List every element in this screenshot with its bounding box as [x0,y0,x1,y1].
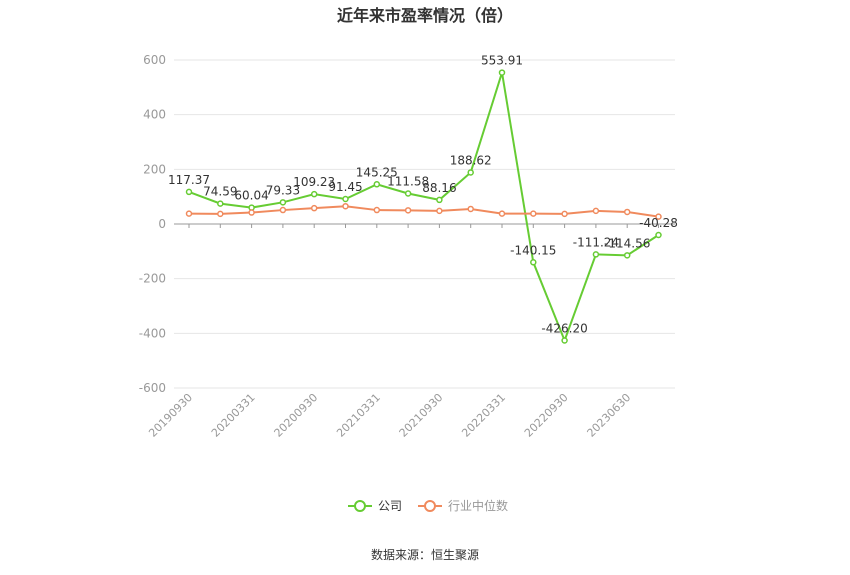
industry-median-point [436,207,443,215]
industry-median-point [530,210,537,217]
company-point [467,169,474,176]
series-group [185,69,662,344]
x-tick-label: 20230630 [585,391,634,440]
x-tick-label: 20210930 [397,391,446,440]
company-point [404,190,412,197]
legend-label: 公司 [378,499,402,513]
y-axis: 600 400 200 0 -200 -400 -600 [139,53,166,395]
company-series-line [188,72,660,344]
x-tick-label: 20190930 [146,391,195,440]
company-point [217,200,224,207]
y-tick-label: -400 [139,326,166,340]
legend-label: 行业中位数 [448,498,508,513]
y-tick-label: 400 [143,108,166,122]
company-point [185,188,193,196]
industry-median-point [467,205,474,213]
y-tick-label: 600 [143,53,166,67]
industry-median-point [342,202,349,210]
data-label: -426.20 [541,321,587,335]
company-point [310,190,318,198]
company-point [592,251,600,258]
data-label: 553.91 [481,54,523,68]
data-label: -111.24 [573,235,619,249]
data-label: 60.04 [234,189,268,203]
data-label: 111.58 [387,175,429,189]
industry-median-point [185,210,193,217]
legend-marker [424,500,436,512]
data-label: 117.37 [168,173,210,187]
industry-median-point [592,207,600,215]
company-point [655,231,662,239]
industry-median-point [310,204,318,212]
company-point [436,196,443,204]
y-tick-label: 0 [158,217,166,231]
x-tick-label: 20200930 [272,391,321,440]
industry-median-point [373,206,381,214]
data-label: 79.33 [266,183,300,197]
industry-median-point [498,210,506,217]
x-tick-label: 20220331 [459,391,508,440]
industry-median-point [655,213,662,220]
x-tick-label: 20220930 [522,391,571,440]
data-label: 88.16 [422,181,456,195]
y-tick-label: 200 [143,162,166,176]
industry-median-point [623,208,631,216]
legend-marker [354,500,366,512]
industry-median-point [561,210,568,218]
industry-median-point [279,206,287,214]
data-label: 91.45 [328,180,362,194]
industry-median-point [404,207,412,214]
data-labels: 117.3774.5960.0479.33109.2391.45145.2511… [168,54,678,336]
data-label: -114.56 [604,236,650,250]
company-point [279,199,287,206]
grid-lines [174,59,675,389]
company-point [623,252,631,259]
industry-median-series-line [188,205,659,218]
x-tick-label: 20200331 [209,391,258,440]
company-point [498,69,506,76]
industry-median-point [248,209,255,216]
y-tick-label: -200 [139,272,166,286]
data-label: -40.28 [639,216,678,230]
company-point [373,181,381,188]
company-point [561,337,568,344]
y-tick-label: -600 [139,381,166,395]
x-tick-label: 20210331 [334,391,383,440]
data-label: 145.25 [356,165,398,179]
company-point [530,259,537,266]
data-label: 109.23 [293,175,335,189]
chart-title: 近年来市盈率情况（倍） [336,6,513,25]
data-label: -140.15 [510,243,556,257]
company-point [342,195,349,203]
data-label: 74.59 [203,185,237,199]
data-source: 数据来源：恒生聚源 [370,548,479,562]
legend: 公司 行业中位数 [348,498,508,513]
industry-median-point [217,210,224,218]
data-label: 188.62 [450,153,492,167]
